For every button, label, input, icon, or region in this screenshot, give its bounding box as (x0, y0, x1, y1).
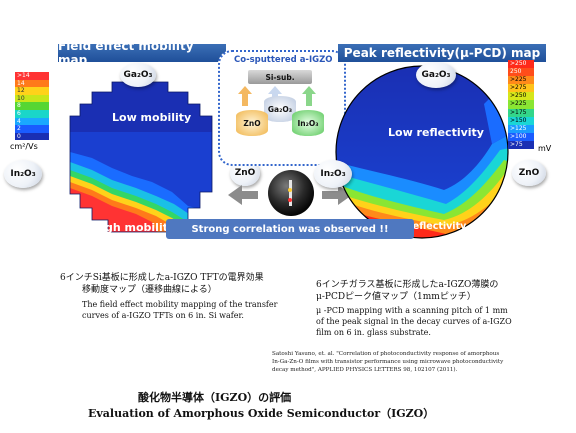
ga2o3-badge-left: Ga₂O₃ (120, 63, 156, 87)
zno-target: ZnO (236, 110, 268, 136)
reflectivity-legend-item: >75 (508, 140, 534, 150)
right-caption-jp-2: μ-PCDピーク値マップ（1mmピッチ） (316, 292, 476, 302)
igzo-wafer-sample (268, 170, 314, 216)
right-caption-en-1: μ -PCD mapping with a scanning pitch of … (316, 306, 508, 315)
left-caption-en-2: curves of a-IGZO TFTs on 6 in. Si wafer. (82, 311, 244, 320)
mobility-legend-item: 12 (15, 87, 49, 95)
correlation-banner: Strong correlation was observed !! (166, 219, 414, 239)
reflectivity-legend: >250 250 >225 >275 >250 >225 >175 >150 >… (508, 60, 534, 150)
low-mobility-label: Low mobility (112, 111, 192, 124)
ga2o3-badge-right: Ga₂O₃ (416, 62, 456, 88)
reference-line-1: Satoshi Yasuno, et. al. "Correlation of … (272, 351, 500, 357)
right-caption-en-2: of the peak signal in the decay curves o… (316, 317, 512, 326)
bottom-title-jp: 酸化物半導体（IGZO）の評価 (138, 391, 292, 404)
mobility-map-title: Field effect mobility map (58, 39, 226, 67)
mobility-unit: cm²/Vs (10, 142, 38, 151)
reflectivity-wafer-map (335, 65, 509, 239)
cosputter-title: Co-sputtered a-IGZO (234, 55, 333, 65)
in2o3-target: In₂O₃ (292, 110, 324, 136)
mobility-legend-item: 0 (15, 132, 49, 141)
left-caption-jp-1: 6インチSi基板に形成したa-IGZO TFTの電界効果 (60, 273, 264, 283)
reflectivity-legend-item: >175 (508, 108, 534, 117)
mobility-legend-item: 14 (15, 79, 49, 88)
cosputter-diagram (218, 50, 346, 166)
mobility-legend-item: 4 (15, 117, 49, 126)
ga2o3-target: Ga₂O₃ (264, 96, 296, 122)
high-mobility-label: High mobility (92, 221, 176, 234)
mobility-legend: >14 14 12 10 8 6 4 2 0 (15, 72, 49, 141)
reflectivity-legend-item: >100 (508, 132, 534, 141)
reflectivity-map-title: Peak reflectivity(μ-PCD) map (338, 44, 546, 62)
right-caption-jp-1: 6インチガラス基板に形成したa-IGZO薄膜の (316, 280, 499, 290)
low-reflectivity-label: Low reflectivity (388, 126, 484, 139)
reflectivity-legend-item: >125 (508, 124, 534, 133)
reflectivity-legend-item: >150 (508, 116, 534, 125)
high-reflectivity-label: High reflectivity (380, 221, 467, 232)
reference-line-2: In-Ga-Zn-O films with transistor perform… (272, 359, 504, 365)
reference-line-3: decay method", APPLIED PHYSICS LETTERS 9… (272, 367, 458, 373)
right-caption-en-3: film on 6 in. glass substrate. (316, 328, 431, 337)
bottom-title-en: Evaluation of Amorphous Oxide Semiconduc… (88, 407, 435, 420)
mobility-legend-item: 10 (15, 94, 49, 103)
mobility-legend-item: >14 (15, 72, 49, 80)
left-caption-en-1: The field effect mobility mapping of the… (82, 300, 278, 309)
reflectivity-legend-item: >225 (508, 100, 534, 109)
left-caption-jp-2: 移動度マップ（遷移曲線による） (82, 285, 217, 295)
reflectivity-unit: mV (538, 144, 552, 153)
zno-badge-right: ZnO (512, 160, 546, 186)
mobility-wafer-map (69, 81, 213, 233)
in2o3-badge-left: In₂O₃ (4, 160, 42, 188)
reflectivity-legend-item: >250 (508, 92, 534, 101)
reflectivity-legend-item: 250 (508, 68, 534, 77)
reflectivity-legend-item: >225 (508, 76, 534, 85)
reflectivity-legend-item: >250 (508, 60, 534, 69)
si-substrate: Si-sub. (248, 70, 312, 84)
mobility-legend-item: 8 (15, 102, 49, 110)
mobility-legend-item: 6 (15, 109, 49, 118)
in2o3-badge-right: In₂O₃ (314, 160, 352, 188)
mobility-legend-item: 2 (15, 125, 49, 133)
reflectivity-legend-item: >275 (508, 84, 534, 93)
